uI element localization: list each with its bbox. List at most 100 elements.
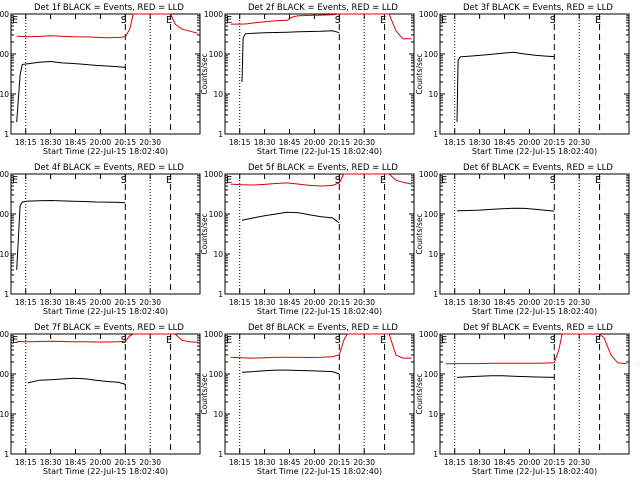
panel-title: Det 4f BLACK = Events, RED = LLD <box>34 163 184 173</box>
event-marker-label: E <box>12 15 18 26</box>
x-tick-label: 18:45 <box>279 138 301 147</box>
x-tick-label: 18:15 <box>229 298 251 307</box>
y-tick-label: 10 <box>213 90 223 99</box>
y-tick-label: 10 <box>428 410 438 419</box>
x-tick-label: 20:30 <box>568 298 590 307</box>
y-tick-label: 10 <box>213 250 223 259</box>
detector-panel: Det 7f BLACK = Events, RED = LLD 1 10 100 10… <box>0 323 201 476</box>
y-tick-label: 100 <box>424 370 439 379</box>
event-marker-label: E <box>166 15 172 26</box>
x-tick-label: 18:15 <box>15 458 37 467</box>
event-marker-label: E <box>595 175 601 186</box>
y-tick-label: 10 <box>428 90 438 99</box>
events-series-line <box>16 199 126 270</box>
x-tick-label: 18:15 <box>15 298 37 307</box>
event-marker-label: S <box>550 335 556 346</box>
y-tick-label: 1000 <box>0 10 9 19</box>
x-tick-label: 20:15 <box>543 458 565 467</box>
plot-frame <box>439 333 630 455</box>
y-tick-label: 100 <box>424 210 439 219</box>
x-tick-label: 20:30 <box>139 298 161 307</box>
detector-panel: Det 6f BLACK = Events, RED = LLD 1 10 100 10… <box>415 163 630 316</box>
event-marker-label: S <box>550 15 556 26</box>
x-tick-label: 20:00 <box>304 458 326 467</box>
panel-title: Det 9f BLACK = Events, RED = LLD <box>463 323 613 333</box>
panel-title: Det 1f BLACK = Events, RED = LLD <box>34 3 184 13</box>
event-marker-label: E <box>595 15 601 26</box>
y-axis-label: Counts/sec <box>415 213 424 254</box>
x-tick-label: 20:15 <box>114 138 136 147</box>
y-tick-label: 100 <box>209 210 224 219</box>
y-axis-label: Counts/sec <box>415 53 424 94</box>
panel-title: Det 5f BLACK = Events, RED = LLD <box>248 163 398 173</box>
event-marker-label: S <box>335 175 341 186</box>
y-tick-label: 1000 <box>204 10 223 19</box>
detector-panel: Det 4f BLACK = Events, RED = LLD 1 10 100 10… <box>0 163 201 316</box>
x-tick-label: 20:00 <box>304 298 326 307</box>
y-axis-label: Counts/sec <box>200 213 209 254</box>
x-axis-label: Start Time (22-Jul-15 18:02:40) <box>257 147 382 156</box>
x-tick-label: 18:15 <box>444 458 466 467</box>
y-tick-label: 100 <box>0 210 9 219</box>
y-tick-label: 1000 <box>204 330 223 339</box>
y-tick-label: 1 <box>433 450 438 459</box>
x-tick-label: 18:15 <box>444 138 466 147</box>
x-tick-label: 18:30 <box>40 458 62 467</box>
detector-panel: Det 3f BLACK = Events, RED = LLD 1 10 100 10… <box>415 3 630 156</box>
events-series-line <box>456 207 555 212</box>
detector-panel: Det 9f BLACK = Events, RED = LLD 1 10 100 10… <box>415 323 630 476</box>
event-marker-label: E <box>595 335 601 346</box>
x-tick-label: 18:45 <box>65 138 87 147</box>
x-tick-label: 18:30 <box>469 458 491 467</box>
y-tick-label: 100 <box>424 50 439 59</box>
y-tick-label: 1 <box>4 450 9 459</box>
x-axis-label: Start Time (22-Jul-15 18:02:40) <box>43 467 168 476</box>
x-tick-label: 18:45 <box>65 458 87 467</box>
x-tick-label: 20:30 <box>353 138 375 147</box>
detector-panel: Det 2f BLACK = Events, RED = LLD 1 10 100 10… <box>200 3 415 156</box>
y-tick-label: 10 <box>0 410 9 419</box>
y-tick-label: 1 <box>433 130 438 139</box>
lld-series-line <box>230 173 412 187</box>
event-marker-label: E <box>226 175 232 186</box>
y-tick-label: 10 <box>0 250 9 259</box>
x-tick-label: 20:15 <box>114 458 136 467</box>
x-tick-label: 18:30 <box>254 298 276 307</box>
x-tick-label: 18:30 <box>254 138 276 147</box>
plot-frame <box>224 333 415 455</box>
events-series-line <box>27 377 126 385</box>
y-axis-label: Counts/sec <box>415 373 424 414</box>
event-marker-label: E <box>226 15 232 26</box>
x-axis-label: Start Time (22-Jul-15 18:02:40) <box>472 467 597 476</box>
x-tick-label: 18:30 <box>254 458 276 467</box>
event-marker-label: E <box>226 335 232 346</box>
x-tick-label: 20:15 <box>328 138 350 147</box>
panel-title: Det 3f BLACK = Events, RED = LLD <box>463 3 613 13</box>
x-tick-label: 18:30 <box>40 298 62 307</box>
x-tick-label: 20:00 <box>519 458 541 467</box>
y-tick-label: 1 <box>4 290 9 299</box>
y-tick-label: 1 <box>218 130 223 139</box>
y-tick-label: 10 <box>213 410 223 419</box>
event-marker-label: S <box>335 15 341 26</box>
lld-series-line <box>445 333 627 365</box>
lld-series-line <box>16 13 198 39</box>
y-tick-label: 1 <box>4 130 9 139</box>
event-marker-label: S <box>550 175 556 186</box>
x-tick-label: 18:15 <box>229 458 251 467</box>
event-marker-label: E <box>12 335 18 346</box>
x-tick-label: 20:00 <box>304 138 326 147</box>
events-series-line <box>241 30 340 83</box>
x-axis-label: Start Time (22-Jul-15 18:02:40) <box>472 307 597 316</box>
panel-title: Det 6f BLACK = Events, RED = LLD <box>463 163 613 173</box>
x-tick-label: 18:30 <box>469 298 491 307</box>
x-tick-label: 18:45 <box>279 298 301 307</box>
x-tick-label: 18:45 <box>494 138 516 147</box>
events-series-line <box>456 375 555 378</box>
plot-frame <box>439 173 630 295</box>
plot-frame <box>224 173 415 295</box>
x-tick-label: 20:00 <box>519 298 541 307</box>
x-tick-label: 20:00 <box>519 138 541 147</box>
event-marker-label: E <box>166 175 172 186</box>
